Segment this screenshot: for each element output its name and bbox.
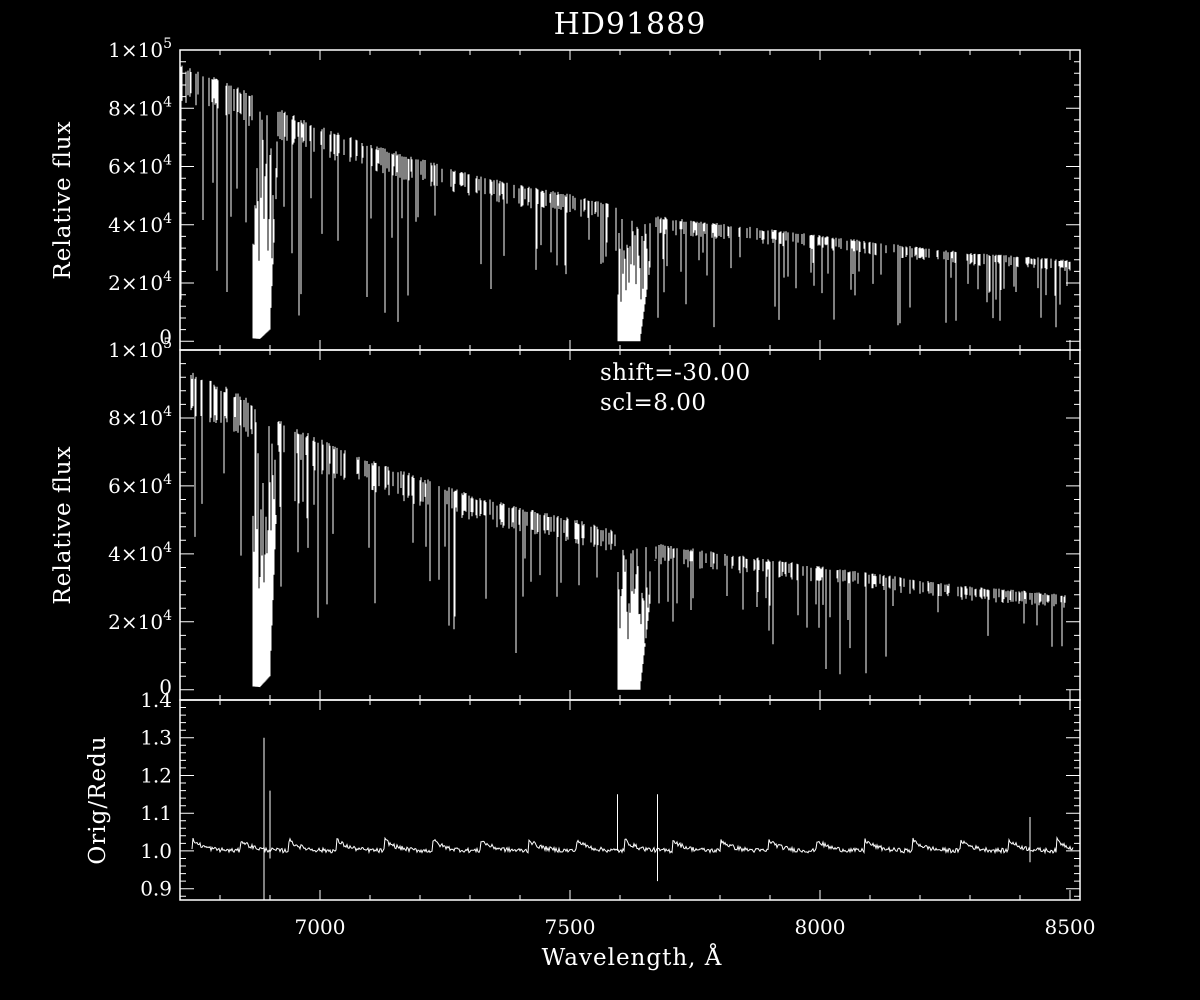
y-tick-label: 8×104 xyxy=(108,94,172,120)
y-tick-exponent: 4 xyxy=(163,211,172,227)
y-tick-exponent: 4 xyxy=(163,94,172,110)
panel-ratio: 0.9 1.0 1.1 1.2 1.3 1.4 Orig/Redu xyxy=(85,688,1081,901)
y-tick-exponent: 4 xyxy=(163,404,172,420)
x-tick-label: 7000 xyxy=(295,915,346,939)
y-tick-exponent: 4 xyxy=(163,153,172,169)
panel-ratio-ytick-labels: 0.9 1.0 1.1 1.2 1.3 1.4 xyxy=(140,688,172,901)
y-tick-label: 1.0 xyxy=(140,839,172,863)
panel-ratio-ticks xyxy=(180,699,1080,900)
x-tick-labels: 7000 7500 8000 8500 xyxy=(295,915,1096,939)
y-tick-label: 8×104 xyxy=(108,404,172,430)
y-tick-label: 1×105 xyxy=(108,36,172,62)
y-tick-exponent: 4 xyxy=(163,472,172,488)
y-tick-label: 2×104 xyxy=(108,269,172,295)
panel-reduced-spectrum xyxy=(179,368,1066,690)
y-tick-label: 1×105 xyxy=(108,336,172,362)
y-tick-label: 4×104 xyxy=(108,211,172,237)
y-tick-label: 0.9 xyxy=(140,877,172,901)
y-tick-mantissa: 1.0 xyxy=(140,839,172,863)
y-tick-mantissa: 1×10 xyxy=(108,38,163,62)
y-tick-label: 0 xyxy=(159,325,172,349)
x-tick-label: 8000 xyxy=(795,915,846,939)
y-tick-mantissa: 6×10 xyxy=(108,474,163,498)
y-tick-mantissa: 8×10 xyxy=(108,96,163,120)
panel-ratio-series xyxy=(191,737,1074,900)
y-tick-label: 2×104 xyxy=(108,608,172,634)
y-tick-mantissa: 0 xyxy=(159,325,172,349)
panel-reduced-ylabel: Relative flux xyxy=(50,445,76,604)
scale-annotation: scl=8.00 xyxy=(600,390,707,416)
y-tick-mantissa: 2×10 xyxy=(108,271,163,295)
y-tick-mantissa: 1.3 xyxy=(140,726,172,750)
y-tick-mantissa: 8×10 xyxy=(108,406,163,430)
panel-original-ylabel: Relative flux xyxy=(50,120,76,279)
panel-original-spectrum xyxy=(180,65,1071,342)
y-tick-exponent: 5 xyxy=(163,336,172,352)
y-tick-label: 6×104 xyxy=(108,153,172,179)
panel-original-ticks xyxy=(180,49,1080,350)
y-tick-label: 1.3 xyxy=(140,726,172,750)
y-tick-mantissa: 1×10 xyxy=(108,338,163,362)
y-tick-mantissa: 2×10 xyxy=(108,610,163,634)
y-tick-label: 1.2 xyxy=(140,764,172,788)
y-tick-exponent: 4 xyxy=(163,608,172,624)
panel-reduced-ticks xyxy=(180,349,1080,700)
y-tick-mantissa: 1.2 xyxy=(140,764,172,788)
y-tick-mantissa: 4×10 xyxy=(108,213,163,237)
x-axis-label: Wavelength, Å xyxy=(542,943,723,971)
shift-annotation: shift=-30.00 xyxy=(600,360,751,386)
y-tick-mantissa: 1.1 xyxy=(140,801,172,825)
y-tick-label: 1.1 xyxy=(140,801,172,825)
y-tick-mantissa: 6×10 xyxy=(108,155,163,179)
panel-ratio-ylabel: Orig/Redu xyxy=(85,735,111,864)
y-tick-exponent: 4 xyxy=(163,269,172,285)
y-tick-mantissa: 0 xyxy=(159,675,172,699)
y-tick-label: 4×104 xyxy=(108,540,172,566)
y-tick-label: 0 xyxy=(159,675,172,699)
y-tick-label: 1.4 xyxy=(140,688,172,712)
x-tick-label: 8500 xyxy=(1045,915,1096,939)
y-tick-mantissa: 1.4 xyxy=(140,688,172,712)
y-tick-mantissa: 4×10 xyxy=(108,542,163,566)
chart-title: HD91889 xyxy=(554,7,707,42)
y-tick-mantissa: 0.9 xyxy=(140,877,172,901)
y-tick-label: 6×104 xyxy=(108,472,172,498)
panel-ratio-frame xyxy=(179,699,1081,901)
x-tick-label: 7500 xyxy=(545,915,596,939)
y-tick-exponent: 5 xyxy=(163,36,172,52)
y-tick-exponent: 4 xyxy=(163,540,172,556)
